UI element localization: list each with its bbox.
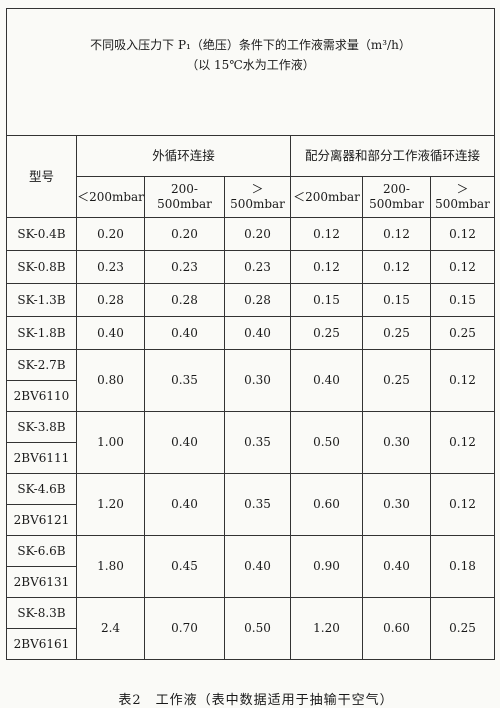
model-cell: SK-1.3B — [6, 283, 77, 317]
table-row: 2BV6110 — [6, 380, 495, 412]
group-header-external-circulation: 外循环连接 — [76, 135, 291, 177]
pressure-header: 200-500mbar — [144, 176, 225, 218]
value-cell: 0.35 — [224, 411, 291, 474]
value-cell: 1.00 — [76, 411, 145, 474]
table-row: 2BV6161 — [6, 628, 495, 660]
model-cell: SK-8.3B — [6, 597, 77, 629]
value-cell: 0.35 — [144, 349, 225, 412]
table-row: SK-1.3B 0.28 0.28 0.28 0.15 0.15 0.15 — [6, 283, 495, 317]
table-title-line-1: 不同吸入压力下 P₁（绝压）条件下的工作液需求量（m³/h） — [90, 38, 411, 52]
model-cell: SK-3.8B — [6, 411, 77, 443]
value-cell: 0.23 — [76, 250, 145, 284]
model-cell: SK-1.8B — [6, 316, 77, 350]
pressure-header: ＜200mbar — [76, 176, 145, 218]
value-cell: 1.20 — [76, 473, 145, 536]
model-cell: SK-2.7B — [6, 349, 77, 381]
pressure-header: 200-500mbar — [362, 176, 431, 218]
value-cell: 0.30 — [362, 411, 431, 474]
table-title-line-2: （以 15℃水为工作液） — [186, 58, 315, 72]
value-cell: 0.25 — [290, 316, 363, 350]
model-cell: SK-0.8B — [6, 250, 77, 284]
value-cell: 0.23 — [224, 250, 291, 284]
working-fluid-table: 不同吸入压力下 P₁（绝压）条件下的工作液需求量（m³/h） （以 15℃水为工… — [6, 8, 495, 660]
table-row: SK-2.7B 0.80 0.35 0.30 0.40 0.25 0.12 — [6, 349, 495, 412]
value-cell: 0.15 — [290, 283, 363, 317]
pressure-header: ＞500mbar — [224, 176, 291, 218]
value-cell: 0.50 — [224, 597, 291, 660]
value-cell: 0.40 — [362, 535, 431, 598]
model-cell: 2BV6121 — [6, 504, 77, 536]
value-cell: 0.70 — [144, 597, 225, 660]
value-cell: 0.50 — [290, 411, 363, 474]
group-header-separator-circulation: 配分离器和部分工作液循环连接 — [290, 135, 495, 177]
table-caption: 表2 工作液（表中数据适用于抽输干空气） — [118, 693, 394, 708]
model-cell: SK-0.4B — [6, 217, 77, 251]
value-cell: 0.20 — [224, 217, 291, 251]
document-page: 不同吸入压力下 P₁（绝压）条件下的工作液需求量（m³/h） （以 15℃水为工… — [6, 8, 495, 708]
table-row: SK-0.4B 0.20 0.20 0.20 0.12 0.12 0.12 — [6, 217, 495, 251]
value-cell: 0.40 — [290, 349, 363, 412]
value-cell: 2.4 — [76, 597, 145, 660]
value-cell: 0.40 — [144, 473, 225, 536]
value-cell: 0.20 — [76, 217, 145, 251]
value-cell: 0.23 — [144, 250, 225, 284]
value-cell: 0.90 — [290, 535, 363, 598]
model-header: 型号 — [6, 135, 77, 218]
value-cell: 0.12 — [430, 217, 495, 251]
value-cell: 0.15 — [430, 283, 495, 317]
value-cell: 0.30 — [224, 349, 291, 412]
pressure-header: ＜200mbar — [290, 176, 363, 218]
value-cell: 0.80 — [76, 349, 145, 412]
table-row: SK-3.8B 1.00 0.40 0.35 0.50 0.30 0.12 — [6, 411, 495, 474]
value-cell: 0.12 — [290, 217, 363, 251]
table-title: 不同吸入压力下 P₁（绝压）条件下的工作液需求量（m³/h） （以 15℃水为工… — [6, 8, 495, 136]
value-cell: 0.30 — [362, 473, 431, 536]
value-cell: 0.40 — [224, 316, 291, 350]
table-row: SK-1.8B 0.40 0.40 0.40 0.25 0.25 0.25 — [6, 316, 495, 350]
value-cell: 0.60 — [290, 473, 363, 536]
table-row: 2BV6111 — [6, 442, 495, 474]
value-cell: 0.28 — [76, 283, 145, 317]
value-cell: 0.12 — [362, 217, 431, 251]
value-cell: 0.25 — [362, 316, 431, 350]
value-cell: 0.12 — [290, 250, 363, 284]
value-cell: 0.25 — [430, 316, 495, 350]
value-cell: 0.40 — [224, 535, 291, 598]
value-cell: 0.25 — [430, 597, 495, 660]
value-cell: 0.12 — [430, 411, 495, 474]
pressure-header: ＞500mbar — [430, 176, 495, 218]
value-cell: 0.28 — [144, 283, 225, 317]
value-cell: 0.12 — [430, 250, 495, 284]
value-cell: 0.35 — [224, 473, 291, 536]
value-cell: 0.12 — [362, 250, 431, 284]
value-cell: 0.45 — [144, 535, 225, 598]
value-cell: 0.40 — [144, 411, 225, 474]
value-cell: 0.25 — [362, 349, 431, 412]
model-cell: 2BV6110 — [6, 380, 77, 412]
model-cell: 2BV6131 — [6, 566, 77, 598]
table-row: SK-0.8B 0.23 0.23 0.23 0.12 0.12 0.12 — [6, 250, 495, 284]
model-cell: 2BV6161 — [6, 628, 77, 660]
table-row: SK-8.3B 2.4 0.70 0.50 1.20 0.60 0.25 — [6, 597, 495, 660]
model-cell: 2BV6111 — [6, 442, 77, 474]
model-cell: SK-6.6B — [6, 535, 77, 567]
value-cell: 0.20 — [144, 217, 225, 251]
value-cell: 0.28 — [224, 283, 291, 317]
value-cell: 1.80 — [76, 535, 145, 598]
value-cell: 0.60 — [362, 597, 431, 660]
model-cell: SK-4.6B — [6, 473, 77, 505]
value-cell: 0.12 — [430, 349, 495, 412]
table-row: SK-6.6B 1.80 0.45 0.40 0.90 0.40 0.18 — [6, 535, 495, 598]
value-cell: 0.40 — [144, 316, 225, 350]
value-cell: 0.15 — [362, 283, 431, 317]
table-row: SK-4.6B 1.20 0.40 0.35 0.60 0.30 0.12 — [6, 473, 495, 536]
value-cell: 1.20 — [290, 597, 363, 660]
value-cell: 0.12 — [430, 473, 495, 536]
table-row: 2BV6131 — [6, 566, 495, 598]
value-cell: 0.18 — [430, 535, 495, 598]
value-cell: 0.40 — [76, 316, 145, 350]
